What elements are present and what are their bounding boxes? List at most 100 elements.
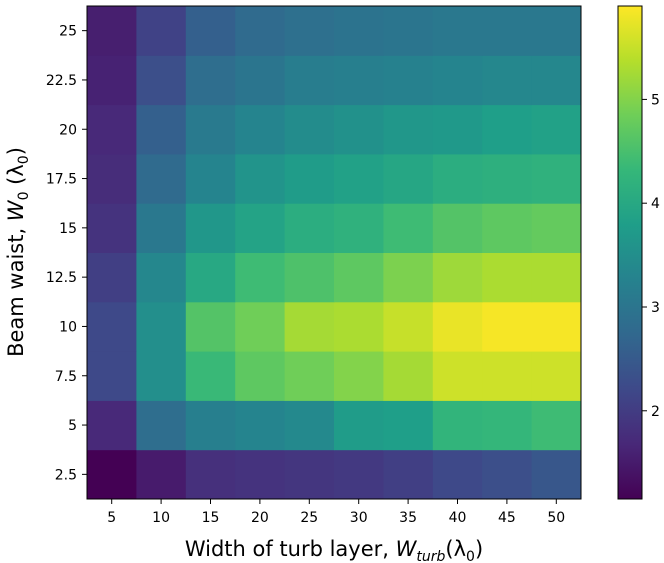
x-tick-label: 20 <box>251 510 269 526</box>
heatmap-cell <box>284 301 335 352</box>
heatmap-cell <box>235 104 286 155</box>
heatmap-cell <box>284 203 335 253</box>
heatmap-cell <box>87 55 137 106</box>
heatmap-cell <box>235 351 286 401</box>
heatmap-cell <box>334 153 384 204</box>
heatmap-cell <box>87 400 137 451</box>
colorbar-tick-label: 3 <box>651 300 660 316</box>
heatmap-cell <box>482 104 533 155</box>
heatmap-cell <box>235 449 286 500</box>
y-axis-label: Beam waist, W0 (λ0) <box>4 147 32 357</box>
heatmap-cell <box>383 400 434 451</box>
heatmap-cell <box>87 203 137 253</box>
heatmap-cell <box>87 449 137 500</box>
heatmap-cell <box>185 252 236 303</box>
heatmap-cell <box>284 153 335 204</box>
heatmap-cell <box>87 301 137 352</box>
heatmap-cell <box>334 301 384 352</box>
y-tick-label: 15 <box>59 221 77 237</box>
y-axis-ticks: 2.5 5 7.5 10 12.5 15 17.5 20 22.5 25 <box>46 24 87 483</box>
heatmap-cell <box>87 351 137 401</box>
heatmap-cell <box>383 252 434 303</box>
x-axis-label: Width of turb layer, Wturb(λ0) <box>185 537 483 563</box>
heatmap-cell <box>185 351 236 401</box>
heatmap-cell <box>136 351 187 401</box>
heatmap-cell <box>235 55 286 106</box>
heatmap-cell <box>185 55 236 106</box>
heatmap-cell <box>235 6 286 56</box>
heatmap-cell <box>383 301 434 352</box>
heatmap-cell <box>482 301 533 352</box>
heatmap-cell <box>482 6 533 56</box>
heatmap-cell <box>284 55 335 106</box>
heatmap-cell <box>383 449 434 500</box>
colorbar-tick-label: 4 <box>651 196 660 212</box>
heatmap-cell <box>432 153 483 204</box>
heatmap-cell <box>87 252 137 303</box>
heatmap-cell <box>284 351 335 401</box>
heatmap-cell <box>432 449 483 500</box>
y-tick-label: 12.5 <box>46 270 77 286</box>
heatmap-cell <box>432 400 483 451</box>
heatmap-cell <box>531 400 582 451</box>
x-tick-label: 30 <box>350 510 368 526</box>
heatmap-cell <box>383 6 434 56</box>
heatmap-cell <box>334 400 384 451</box>
heatmap-cell <box>334 6 384 56</box>
colorbar <box>617 5 643 500</box>
heatmap-cell <box>185 400 236 451</box>
colorbar-ticks: 2 3 4 5 <box>642 92 660 420</box>
x-tick-label: 35 <box>399 510 417 526</box>
heatmap-cell <box>334 55 384 106</box>
heatmap-cell <box>383 55 434 106</box>
heatmap-cell <box>482 153 533 204</box>
heatmap-cell <box>383 153 434 204</box>
heatmap-cell <box>432 104 483 155</box>
y-tick-label: 7.5 <box>55 369 77 385</box>
heatmap-cell <box>284 400 335 451</box>
heatmap-cell <box>136 400 187 451</box>
heatmap-cell <box>136 153 187 204</box>
heatmap-cell <box>531 252 582 303</box>
heatmap-cell <box>284 449 335 500</box>
y-tick-label: 20 <box>59 122 77 138</box>
plot-frame <box>86 5 582 500</box>
heatmap-cell <box>531 6 582 56</box>
heatmap-cell <box>136 6 187 56</box>
x-tick-label: 45 <box>498 510 516 526</box>
heatmap-cell <box>235 400 286 451</box>
x-tick-label: 50 <box>547 510 565 526</box>
heatmap-cell <box>87 153 137 204</box>
x-tick-label: 25 <box>300 510 318 526</box>
heatmap-cell <box>185 301 236 352</box>
x-tick-label: 10 <box>152 510 170 526</box>
heatmap-cell <box>432 252 483 303</box>
heatmap-cell <box>136 301 187 352</box>
colorbar-tick-label: 2 <box>651 404 660 420</box>
heatmap-cell <box>136 55 187 106</box>
heatmap-cell <box>284 104 335 155</box>
colorbar-tick-label: 5 <box>651 92 660 108</box>
heatmap-cell <box>482 55 533 106</box>
heatmap-cell <box>531 351 582 401</box>
heatmap-cell <box>432 351 483 401</box>
heatmap-cell <box>531 55 582 106</box>
y-tick-label: 2.5 <box>55 467 77 483</box>
heatmap-cell <box>185 104 236 155</box>
heatmap-cell <box>334 104 384 155</box>
y-tick-label: 10 <box>59 319 77 335</box>
x-tick-label: 40 <box>449 510 467 526</box>
heatmap-cell <box>235 153 286 204</box>
y-tick-label: 25 <box>59 24 77 40</box>
y-tick-label: 17.5 <box>46 172 77 188</box>
heatmap-cell <box>531 203 582 253</box>
y-tick-label: 5 <box>68 418 77 434</box>
heatmap-cells <box>87 6 582 500</box>
x-tick-label: 5 <box>107 510 116 526</box>
heatmap-cell <box>482 449 533 500</box>
heatmap-cell <box>185 449 236 500</box>
heatmap-cell <box>334 351 384 401</box>
heatmap-cell <box>531 104 582 155</box>
heatmap-cell <box>383 203 434 253</box>
